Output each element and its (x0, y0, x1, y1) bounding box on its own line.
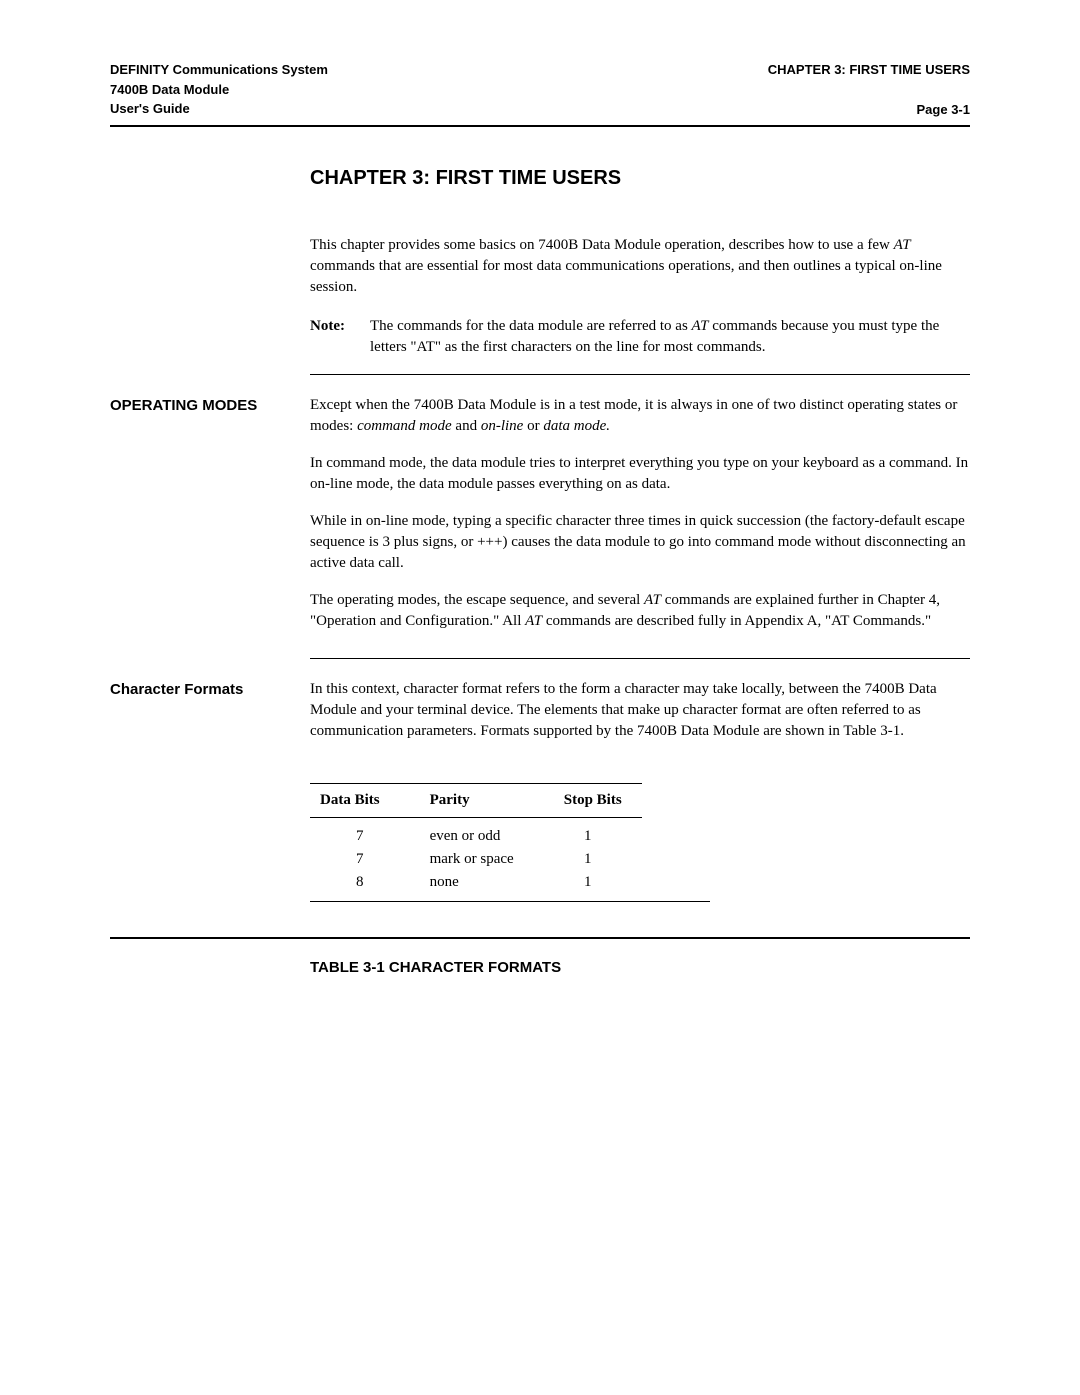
intro-text-a: This chapter provides some basics on 740… (310, 237, 894, 253)
character-formats-heading: Character Formats (110, 679, 310, 758)
section-divider-2 (310, 658, 970, 659)
om-para4: The operating modes, the escape sequence… (310, 590, 970, 632)
section-divider-1 (310, 374, 970, 375)
om-p1-i1: command mode (357, 418, 452, 434)
table-row: 8 none 1 (310, 871, 642, 901)
intro-paragraph: This chapter provides some basics on 740… (310, 235, 970, 298)
note-label: Note: (310, 316, 370, 358)
operating-modes-body: Except when the 7400B Data Module is in … (310, 395, 970, 648)
note-italic: AT (692, 318, 709, 334)
table-cell: 1 (554, 818, 642, 849)
om-p1-b: and (452, 418, 481, 434)
formats-table-wrapper: Data Bits Parity Stop Bits 7 even or odd… (310, 783, 970, 901)
header-left: DEFINITY Communications System 7400B Dat… (110, 60, 328, 119)
header-pagenum: Page 3-1 (768, 100, 970, 120)
header-chapter: CHAPTER 3: FIRST TIME USERS (768, 60, 970, 80)
character-formats-body: In this context, character format refers… (310, 679, 970, 758)
page-header: DEFINITY Communications System 7400B Dat… (110, 60, 970, 119)
table-row: 7 mark or space 1 (310, 848, 642, 871)
om-p4-a: The operating modes, the escape sequence… (310, 592, 644, 608)
om-p1-i3: data mode. (543, 418, 610, 434)
table-col-parity: Parity (420, 784, 554, 818)
table-row: 7 even or odd 1 (310, 818, 642, 849)
om-p4-c: commands are described fully in Appendix… (542, 613, 931, 629)
cf-para1: In this context, character format refers… (310, 679, 970, 742)
table-col-databits: Data Bits (310, 784, 420, 818)
table-cell: 1 (554, 848, 642, 871)
table-bottom-rule (310, 901, 710, 902)
intro-block: This chapter provides some basics on 740… (310, 235, 970, 358)
table-cell: mark or space (420, 848, 554, 871)
table-header-row: Data Bits Parity Stop Bits (310, 784, 642, 818)
table-cell: 7 (310, 848, 420, 871)
header-right: CHAPTER 3: FIRST TIME USERS Page 3-1 (768, 60, 970, 119)
header-divider (110, 125, 970, 127)
operating-modes-heading: OPERATING MODES (110, 395, 310, 648)
om-para3: While in on-line mode, typing a specific… (310, 511, 970, 574)
table-cell: 1 (554, 871, 642, 901)
om-para2: In command mode, the data module tries t… (310, 453, 970, 495)
intro-text-b: commands that are essential for most dat… (310, 258, 942, 295)
character-formats-section: Character Formats In this context, chara… (110, 679, 970, 758)
header-product-line1: DEFINITY Communications System (110, 60, 328, 80)
om-para1: Except when the 7400B Data Module is in … (310, 395, 970, 437)
table-cell: none (420, 871, 554, 901)
table-cell: 7 (310, 818, 420, 849)
table-col-stopbits: Stop Bits (554, 784, 642, 818)
om-p1-c: or (523, 418, 543, 434)
header-product-line3: User's Guide (110, 99, 328, 119)
footer-divider (110, 937, 970, 939)
table-caption: TABLE 3-1 CHARACTER FORMATS (310, 959, 970, 976)
header-product-line2: 7400B Data Module (110, 80, 328, 100)
om-p1-i2: on-line (481, 418, 524, 434)
chapter-title: CHAPTER 3: FIRST TIME USERS (310, 167, 970, 190)
table-cell: 8 (310, 871, 420, 901)
om-p4-i1: AT (644, 592, 661, 608)
note-text-a: The commands for the data module are ref… (370, 318, 692, 334)
operating-modes-section: OPERATING MODES Except when the 7400B Da… (110, 395, 970, 648)
om-p4-i2: AT (525, 613, 542, 629)
formats-table: Data Bits Parity Stop Bits 7 even or odd… (310, 783, 642, 901)
intro-italic: AT (894, 237, 911, 253)
note-block: Note: The commands for the data module a… (310, 316, 970, 358)
table-cell: even or odd (420, 818, 554, 849)
note-text: The commands for the data module are ref… (370, 316, 960, 358)
